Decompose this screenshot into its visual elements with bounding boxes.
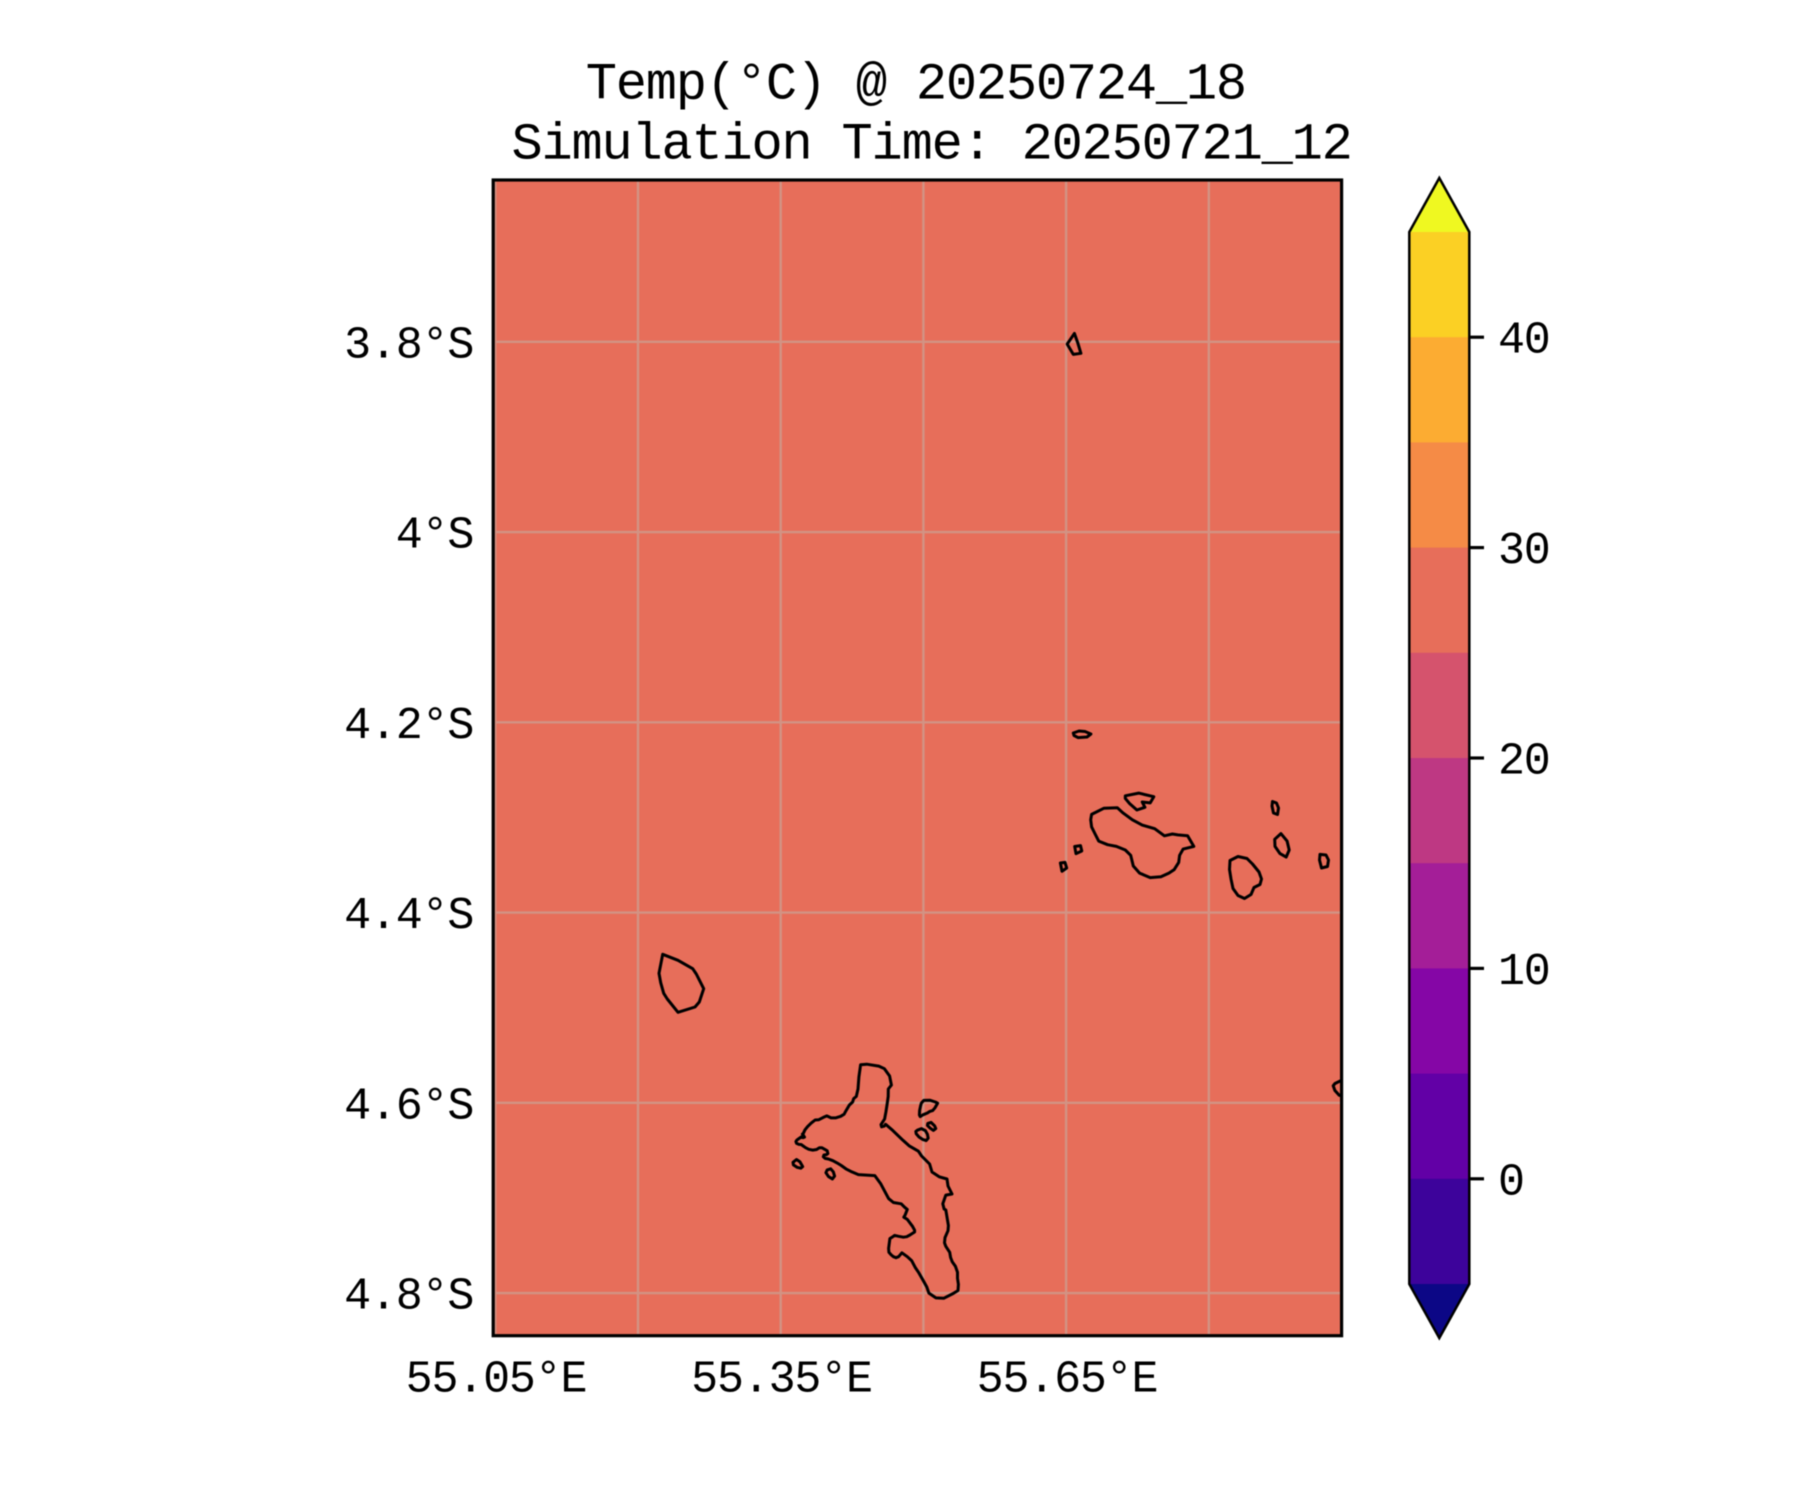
svg-text:20: 20: [1498, 737, 1550, 788]
svg-text:4.4°S: 4.4°S: [344, 891, 473, 942]
svg-text:4.8°S: 4.8°S: [344, 1272, 473, 1323]
svg-text:55.35°E: 55.35°E: [691, 1355, 872, 1406]
svg-text:0: 0: [1498, 1157, 1524, 1208]
svg-text:4.2°S: 4.2°S: [344, 701, 473, 752]
svg-text:55.05°E: 55.05°E: [406, 1355, 587, 1406]
svg-text:3.8°S: 3.8°S: [344, 320, 473, 371]
svg-text:55.65°E: 55.65°E: [977, 1355, 1158, 1406]
svg-text:Simulation Time: 20250721_12: Simulation Time: 20250721_12: [512, 116, 1352, 175]
svg-text:40: 40: [1498, 316, 1550, 367]
svg-text:10: 10: [1498, 947, 1550, 998]
svg-text:30: 30: [1498, 526, 1550, 577]
svg-text:4°S: 4°S: [396, 511, 473, 562]
svg-text:4.6°S: 4.6°S: [344, 1081, 473, 1132]
svg-text:Temp(°C) @ 20250724_18: Temp(°C) @ 20250724_18: [586, 56, 1246, 115]
